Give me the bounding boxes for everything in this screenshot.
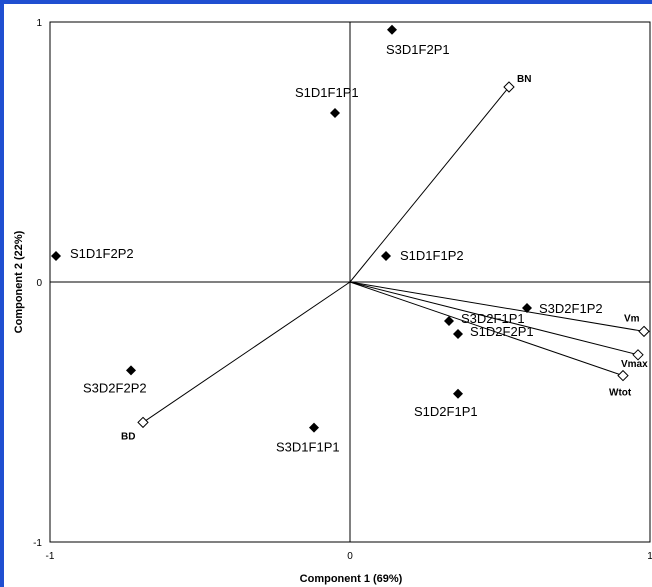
y-tick-label: -1 <box>33 538 42 549</box>
x-tick-label: 0 <box>347 551 353 562</box>
x-axis-label: Component 1 (69%) <box>300 573 403 585</box>
point-label-s3d1f1p1: S3D1F1P1 <box>276 440 340 455</box>
point-marker-s1d2f1p1 <box>453 388 463 399</box>
vector-line-vmax <box>349 281 639 356</box>
x-tick-label: 1 <box>647 551 652 562</box>
vector-label-vmax: Vmax <box>621 359 648 370</box>
point-label-s3d2f2p2: S3D2F2P2 <box>83 380 147 395</box>
vector-label-bn: BN <box>517 74 531 85</box>
vector-marker-bn <box>503 81 515 93</box>
point-marker-s3d2f2p2 <box>126 365 136 376</box>
vector-label-bd: BD <box>121 431 135 442</box>
point-label-s1d1f1p2: S1D1F1P2 <box>400 248 464 263</box>
point-label-s1d2f1p1: S1D2F1P1 <box>414 404 478 419</box>
vector-marker-vmax <box>632 349 644 361</box>
vector-line-wtot <box>349 281 624 377</box>
point-marker-s1d1f1p2 <box>381 251 391 261</box>
point-label-s3d2f1p2: S3D2F1P2 <box>539 301 603 316</box>
point-label-s1d1f1p1: S1D1F1P1 <box>295 85 359 100</box>
point-marker-s1d1f2p2 <box>51 251 61 261</box>
vector-line-bn <box>349 86 510 283</box>
point-label-s3d1f2p1: S3D1F2P1 <box>386 42 450 57</box>
vector-label-vm: Vm <box>624 313 640 324</box>
point-marker-s3d1f2p1 <box>387 24 397 35</box>
vector-label-wtot: Wtot <box>609 388 632 399</box>
point-marker-s3d1f1p1 <box>309 422 319 433</box>
tick-labels: -1 0 1 1 0 -1 <box>33 18 652 562</box>
point-marker-s3d2f1p2 <box>522 303 532 313</box>
point-label-s1d2f2p1: S1D2F2P1 <box>470 324 534 339</box>
point-marker-s1d1f1p1 <box>330 108 340 118</box>
loading-vectors: BN Vm Vmax Wtot BD <box>121 74 650 442</box>
y-tick-label: 0 <box>36 278 42 289</box>
score-points: S3D1F2P1 S1D1F1P1 S1D1F2P2 S1D1F1P2 S3D2F1P2… <box>51 24 603 455</box>
y-axis-label: Component 2 (22%) <box>13 230 25 333</box>
vector-marker-vm <box>638 325 650 338</box>
point-marker-s3d2f1p1 <box>444 316 454 326</box>
vector-marker-wtot <box>617 369 629 382</box>
point-marker-s1d2f2p1 <box>453 329 463 339</box>
vector-marker-bd <box>137 416 149 429</box>
point-label-s1d1f2p2: S1D1F2P2 <box>70 246 134 261</box>
vector-line-vm <box>349 281 645 332</box>
vector-line-bd <box>142 281 351 423</box>
x-tick-label: -1 <box>46 551 55 562</box>
y-tick-label: 1 <box>36 18 42 29</box>
point-label-s3d2f1p1: S3D2F1P1 <box>461 311 525 326</box>
